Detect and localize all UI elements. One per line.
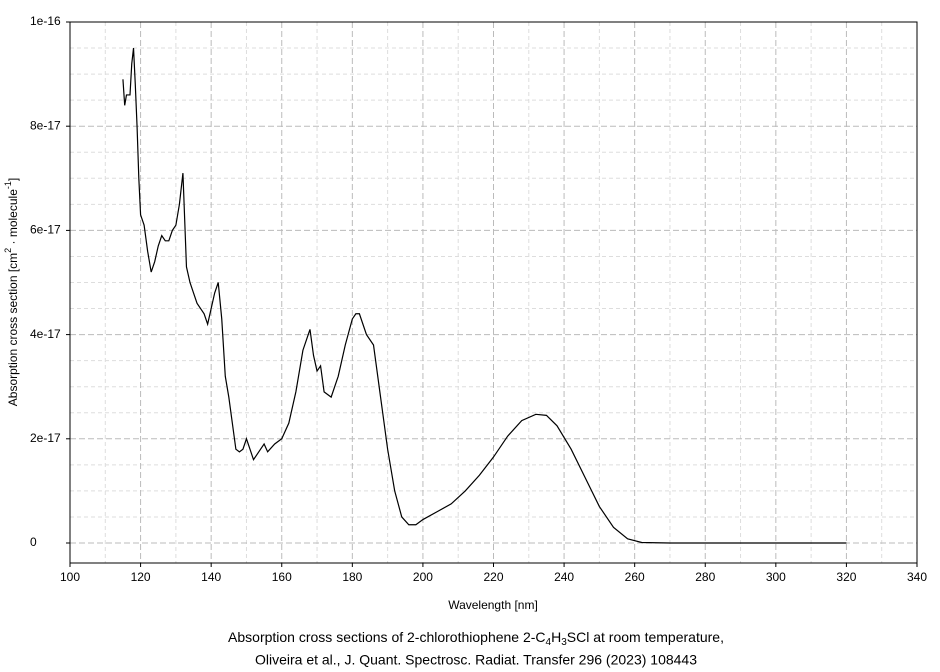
caption-part: Absorption cross sections of 2-chlorothi… [228, 629, 546, 645]
x-tick-label: 300 [766, 570, 786, 584]
y-label-part: ] [6, 178, 20, 181]
x-tick-label: 200 [413, 570, 433, 584]
data-line [122, 47, 847, 544]
x-axis-label: Wavelength [nm] [448, 598, 538, 612]
y-tick-label: 0 [30, 535, 37, 549]
caption-sub: 3 [561, 637, 567, 648]
y-label-part: · molecule [6, 189, 20, 248]
x-tick-label: 340 [907, 570, 927, 584]
x-tick-label: 140 [201, 570, 221, 584]
y-label-part: Absorption cross section [cm [6, 253, 20, 406]
caption-line: Oliveira et al., J. Quant. Spectrosc. Ra… [255, 652, 697, 668]
x-tick-label: 260 [625, 570, 645, 584]
x-tick-label: 160 [272, 570, 292, 584]
y-label-sup: 2 [3, 248, 13, 253]
x-tick-label: 180 [342, 570, 362, 584]
y-tick-label: 4e-17 [30, 327, 61, 341]
y-label-sup: -1 [3, 181, 13, 189]
y-tick-label: 2e-17 [30, 431, 61, 445]
caption-sub: 4 [546, 637, 552, 648]
y-tick-label: 6e-17 [30, 223, 61, 237]
x-tick-label: 320 [836, 570, 856, 584]
x-tick-label: 100 [60, 570, 80, 584]
x-tick-label: 220 [483, 570, 503, 584]
y-tick-label: 8e-17 [30, 118, 61, 132]
x-tick-label: 240 [554, 570, 574, 584]
y-tick-label: 1e-16 [30, 14, 61, 28]
caption-part: SCl at room temperature, [567, 629, 724, 645]
caption-line: Absorption cross sections of 2-chlorothi… [228, 629, 724, 648]
x-tick-label: 120 [131, 570, 151, 584]
x-tick-label: 280 [695, 570, 715, 584]
caption-part: H [551, 629, 561, 645]
y-axis-label: Absorption cross section [cm2 · molecule… [3, 178, 20, 406]
plot-frame [69, 21, 918, 564]
